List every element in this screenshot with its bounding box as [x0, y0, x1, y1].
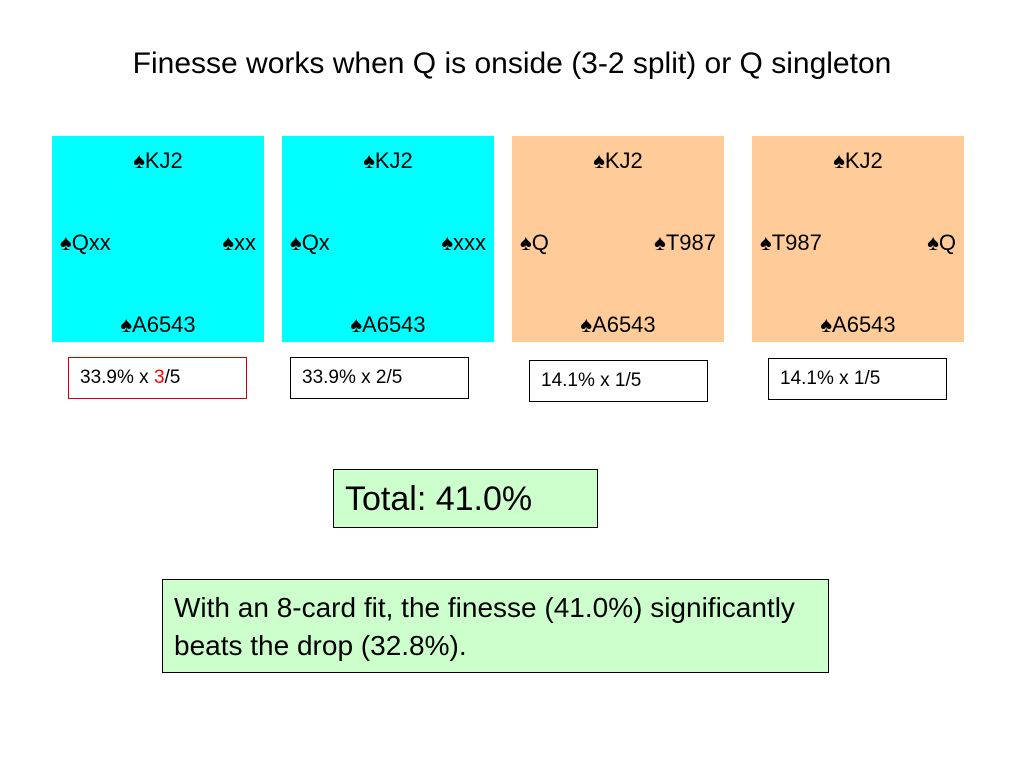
- east-hand: ♠T987: [654, 230, 716, 255]
- west-hand: ♠T987: [760, 230, 822, 255]
- slide-title: Finesse works when Q is onside (3-2 spli…: [132, 47, 892, 80]
- north-hand: ♠KJ2: [833, 148, 883, 173]
- east-hand: ♠xxx: [441, 230, 486, 255]
- south-hand: ♠A6543: [820, 312, 896, 337]
- north-hand: ♠KJ2: [363, 148, 413, 173]
- probability-text: 14.1% x 1/5: [541, 370, 642, 391]
- probability-box-2: 33.9% x 2/5: [290, 357, 469, 399]
- west-hand: ♠Qx: [290, 230, 330, 255]
- south-hand: ♠A6543: [580, 312, 656, 337]
- east-hand: ♠Q: [927, 230, 956, 255]
- probability-text: 33.9% x 2/5: [302, 367, 403, 388]
- west-hand: ♠Qxx: [60, 230, 111, 255]
- total-box: Total: 41.0%: [333, 469, 598, 528]
- probability-box-4: 14.1% x 1/5: [768, 358, 947, 400]
- deal-diagram-3: ♠KJ2 ♠Q ♠T987 ♠A6543: [512, 136, 724, 342]
- east-hand: ♠xx: [222, 230, 256, 255]
- south-hand: ♠A6543: [120, 312, 196, 337]
- deal-diagram-1: ♠KJ2 ♠Qxx ♠xx ♠A6543: [52, 136, 264, 342]
- deal-diagram-2: ♠KJ2 ♠Qx ♠xxx ♠A6543: [282, 136, 494, 342]
- probability-text: /5: [164, 367, 181, 388]
- probability-text: 14.1% x 1/5: [780, 368, 881, 389]
- probability-text: 33.9% x: [80, 367, 154, 388]
- deal-diagram-4: ♠KJ2 ♠T987 ♠Q ♠A6543: [752, 136, 964, 342]
- south-hand: ♠A6543: [350, 312, 426, 337]
- north-hand: ♠KJ2: [133, 148, 183, 173]
- probability-box-3: 14.1% x 1/5: [529, 360, 708, 402]
- north-hand: ♠KJ2: [593, 148, 643, 173]
- west-hand: ♠Q: [520, 230, 549, 255]
- conclusion-note: With an 8-card fit, the finesse (41.0%) …: [162, 579, 829, 673]
- probability-box-1: 33.9% x 3/5: [68, 357, 247, 399]
- highlighted-count: 3: [153, 367, 165, 388]
